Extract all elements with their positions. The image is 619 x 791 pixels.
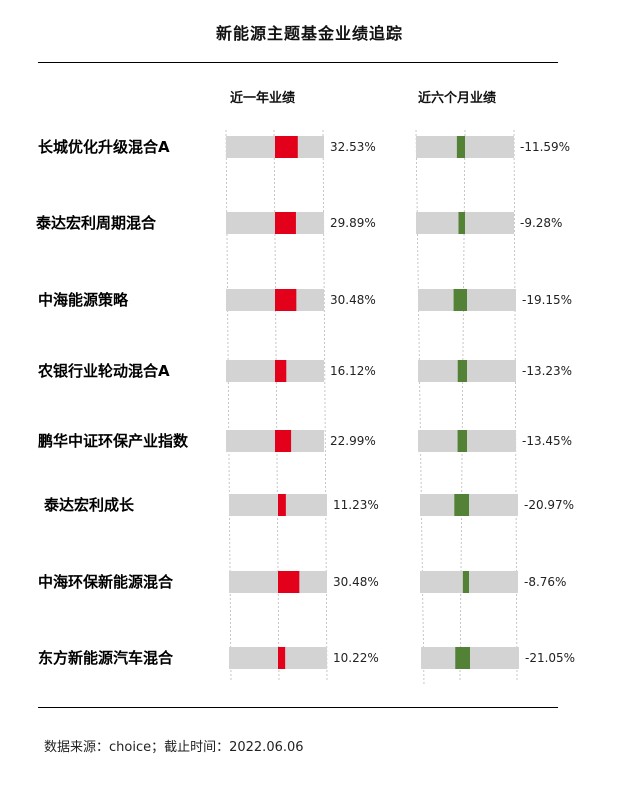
six-month-value-label: -20.97% <box>524 498 574 512</box>
fund-name: 中海环保新能源混合 <box>38 573 174 591</box>
one-year-bar <box>278 647 286 669</box>
fund-name: 农银行业轮动混合A <box>37 362 170 380</box>
one-year-bar <box>275 289 297 311</box>
six-month-value-label: -19.15% <box>522 293 572 307</box>
fund-name: 长城优化升级混合A <box>38 138 170 156</box>
one-year-value-label: 10.22% <box>333 651 379 665</box>
six-month-value-label: -21.05% <box>525 651 575 665</box>
one-year-bar <box>275 212 296 234</box>
one-year-bar <box>275 430 292 452</box>
six-month-value-label: -13.45% <box>522 434 572 448</box>
six-month-bar <box>457 430 467 452</box>
fund-name: 鹏华中证环保产业指数 <box>38 432 189 450</box>
chart-title: 新能源主题基金业绩追踪 <box>215 24 403 43</box>
one-year-value-label: 32.53% <box>330 140 376 154</box>
one-year-bar <box>278 571 300 593</box>
one-year-bar <box>275 360 287 382</box>
one-year-value-label: 16.12% <box>330 364 376 378</box>
six-month-bar <box>455 647 470 669</box>
column-header-six-months: 近六个月业绩 <box>418 91 497 106</box>
six-month-bar <box>457 360 467 382</box>
six-month-bar <box>456 136 465 158</box>
one-year-bar <box>275 136 298 158</box>
one-year-value-label: 11.23% <box>333 498 379 512</box>
fund-name: 中海能源策略 <box>38 291 129 309</box>
six-month-value-label: -9.28% <box>520 216 562 230</box>
column-header-one-year: 近一年业绩 <box>230 91 296 106</box>
one-year-value-label: 22.99% <box>330 434 376 448</box>
six-month-value-label: -11.59% <box>520 140 570 154</box>
bottom-rule <box>38 707 558 708</box>
six-month-value-label: -13.23% <box>522 364 572 378</box>
fund-name: 泰达宏利周期混合 <box>35 214 157 232</box>
top-rule <box>38 62 558 63</box>
one-year-bar <box>278 494 286 516</box>
six-month-bar <box>454 494 469 516</box>
six-month-bar <box>453 289 467 311</box>
six-month-bar <box>462 571 469 593</box>
guide-line <box>513 129 518 681</box>
one-year-value-label: 30.48% <box>330 293 376 307</box>
fund-name: 泰达宏利成长 <box>43 496 135 514</box>
data-source-note: 数据来源：choice；截止时间：2022.06.06 <box>44 740 304 755</box>
six-month-bar <box>458 212 465 234</box>
fund-name: 东方新能源汽车混合 <box>38 649 174 667</box>
six-month-value-label: -8.76% <box>524 575 566 589</box>
one-year-value-label: 30.48% <box>333 575 379 589</box>
one-year-value-label: 29.89% <box>330 216 376 230</box>
